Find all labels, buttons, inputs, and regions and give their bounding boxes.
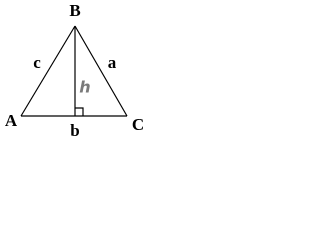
side-label: c: [33, 53, 41, 72]
triangle-shape: [20, 25, 128, 117]
side-label: b: [70, 121, 79, 140]
vertex-label: B: [69, 1, 80, 20]
vertex-label: A: [5, 111, 18, 130]
side-a-line: [74, 25, 128, 117]
right-angle-mark: [75, 107, 84, 116]
page: B A C a b c h (() => { const data = JSON…: [4, 0, 145, 140]
side-c-line: [20, 25, 76, 117]
vertex-label: C: [132, 115, 144, 134]
side-label: a: [108, 53, 117, 72]
height-label: h: [79, 78, 90, 97]
triangle-diagram: B A C a b c h: [5, 1, 144, 140]
